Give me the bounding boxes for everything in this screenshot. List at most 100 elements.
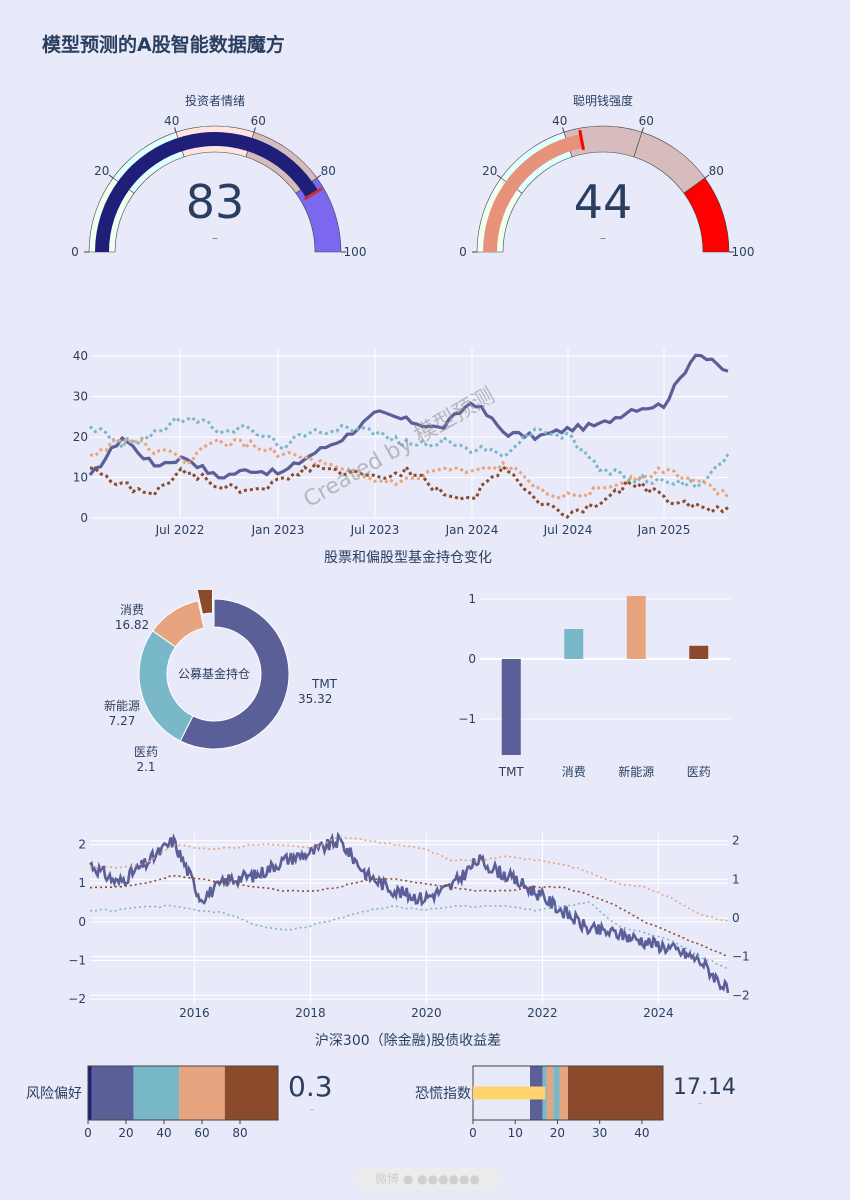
donut-center-label: 公募基金持仓 <box>178 666 250 681</box>
gauge-delta: – <box>600 231 606 245</box>
x-tick-label: Jul 2023 <box>350 523 400 537</box>
bar <box>564 629 584 659</box>
gauge-title: 聪明钱强度 <box>573 93 633 108</box>
donut-slice <box>138 630 194 742</box>
y-tick-label: 10 <box>73 471 88 485</box>
y-tick-label-left: 1 <box>78 876 86 890</box>
x-tick-label: Jul 2024 <box>543 523 593 537</box>
gauge-tick <box>174 127 177 133</box>
bullet-step <box>559 1066 568 1120</box>
donut-label: 新能源 <box>104 698 140 713</box>
donut-slice <box>179 598 290 750</box>
x-tick-label: 2020 <box>411 1006 442 1020</box>
gauge-tick-label: 0 <box>71 245 79 259</box>
gauge-title: 投资者情绪 <box>185 93 245 108</box>
chart-title: 股票和偏股型基金持仓变化 <box>324 549 492 566</box>
bullet-delta: – <box>310 1105 315 1115</box>
bullet-tick-label: 80 <box>232 1126 247 1140</box>
y-tick-label: 30 <box>73 390 88 404</box>
gauge-tick <box>316 174 322 179</box>
x-tick-label: Jul 2022 <box>155 523 205 537</box>
gauge-value-bar <box>95 132 319 252</box>
bullet-step <box>88 1066 92 1120</box>
gauge-step-band <box>633 131 706 194</box>
y-tick-label-left: 2 <box>78 838 86 852</box>
y-tick-label-left: 0 <box>78 915 86 929</box>
bullet-tick-label: 0 <box>469 1126 477 1140</box>
series-line <box>89 461 729 519</box>
y-tick-label-right: −1 <box>732 950 750 964</box>
gauge-value: 83 <box>186 175 245 229</box>
x-tick-label: 新能源 <box>618 764 654 779</box>
gauge-tick-label: 20 <box>94 164 109 178</box>
donut-label: TMT <box>311 677 338 691</box>
y-tick-label: 0 <box>80 511 88 525</box>
page-title: 模型预测的A股智能数据魔方 <box>42 34 285 56</box>
y-tick-label-right: −2 <box>732 988 750 1002</box>
y-tick-label: 1 <box>468 592 476 606</box>
x-tick-label: 2018 <box>295 1006 326 1020</box>
bullet-tick-label: 30 <box>592 1126 607 1140</box>
bullet-step <box>179 1066 225 1120</box>
gauge-delta: – <box>212 231 218 245</box>
donut-value-label: 2.1 <box>136 760 155 774</box>
gauge-tick-label: 80 <box>709 164 724 178</box>
bullet-value: 0.3 <box>288 1070 333 1103</box>
bullet-risk-appetite: 风险偏好 0 20 40 60 80 0.3 – <box>26 1065 333 1140</box>
x-tick-label: 消费 <box>562 765 586 779</box>
bullet-step <box>546 1066 554 1120</box>
x-tick-label: 2016 <box>179 1006 210 1020</box>
gauge-tick <box>641 127 644 133</box>
bullet-value-bar <box>473 1086 546 1100</box>
donut-slice <box>151 600 205 648</box>
x-tick-label: Jan 2024 <box>445 523 499 537</box>
gauge-tick-label: 60 <box>639 114 654 128</box>
x-tick-label: 2024 <box>643 1006 674 1020</box>
gauge-tick <box>704 174 710 179</box>
bar <box>689 645 709 659</box>
bullet-tick-label: 60 <box>194 1126 209 1140</box>
bullet-title: 风险偏好 <box>26 1086 82 1102</box>
gauge-smart-money: 聪明钱强度 0 20 40 60 80 100 44 – <box>459 93 755 259</box>
y-tick-label-right: 1 <box>732 872 740 886</box>
x-tick-label: Jan 2025 <box>637 523 691 537</box>
x-tick-label: Jan 2023 <box>251 523 305 537</box>
bullet-tick-label: 20 <box>550 1126 565 1140</box>
gauge-tick <box>496 174 502 179</box>
y-tick-label: 0 <box>468 652 476 666</box>
gauge-tick-label: 100 <box>732 245 755 259</box>
gauge-tick-label: 40 <box>164 114 179 128</box>
y-tick-label: −1 <box>458 712 476 726</box>
bullet-step <box>553 1066 560 1120</box>
bullet-fear-index: 恐慌指数 0 10 20 30 40 17.14 – <box>415 1065 736 1140</box>
y-tick-label-left: −1 <box>68 954 86 968</box>
chart-title: 沪深300（除金融)股债收益差 <box>315 1033 501 1049</box>
gauge-tick <box>253 127 256 133</box>
series-line <box>89 836 729 922</box>
gauge-tick-label: 100 <box>344 245 367 259</box>
y-tick-label-right: 2 <box>732 834 740 848</box>
y-tick-label-left: −2 <box>68 992 86 1006</box>
gauge-value-bar <box>483 134 584 252</box>
donut-label: 消费 <box>120 603 144 617</box>
gauge-tick <box>562 127 565 133</box>
donut-value-label: 7.27 <box>109 714 136 728</box>
bullet-tick-label: 10 <box>508 1126 523 1140</box>
bullet-tick-label: 40 <box>156 1126 171 1140</box>
bullet-step <box>91 1066 134 1120</box>
bullet-step <box>568 1066 663 1120</box>
gauge-tick <box>108 174 114 179</box>
bullet-tick-label: 40 <box>634 1126 649 1140</box>
series-line <box>88 353 729 480</box>
bar <box>626 596 646 659</box>
bar <box>501 659 521 755</box>
gauge-tick-label: 20 <box>482 164 497 178</box>
bullet-step <box>224 1066 278 1120</box>
gauge-tick-label: 60 <box>251 114 266 128</box>
donut-value-label: 35.32 <box>298 692 332 706</box>
sector-change-bar-chart: −1 0 1 TMT 消费 新能源 医药 <box>458 592 730 779</box>
gauge-value: 44 <box>574 175 633 229</box>
x-tick-label: 医药 <box>687 765 711 779</box>
gauge-step-band <box>683 177 730 253</box>
